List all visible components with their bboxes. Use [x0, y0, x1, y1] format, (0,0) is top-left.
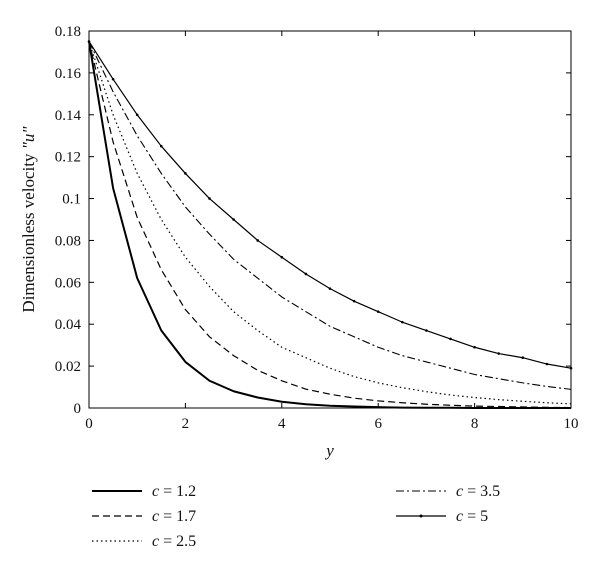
legend-label: c = 3.5: [456, 483, 500, 500]
y-axis-title-variable: "u": [19, 126, 38, 150]
series-point: [256, 239, 260, 242]
series-point: [304, 272, 308, 276]
series-line-4: [88, 41, 572, 390]
legend-label: c = 1.7: [152, 508, 196, 525]
y-axis-title-text: Dimensionless velocity: [19, 149, 38, 312]
x-tick-label: 2: [182, 416, 190, 432]
y-tick-label: 0.04: [55, 317, 82, 333]
y-tick-label: 0.1: [62, 192, 81, 208]
x-tick-label: 8: [471, 416, 479, 432]
x-axis-title: y: [324, 441, 334, 460]
series-line-5: [88, 41, 572, 369]
x-tick-label: 0: [85, 416, 93, 432]
y-tick-label: 0.06: [55, 275, 82, 291]
legend-label: c = 1.2: [152, 483, 196, 500]
series-line-1: [88, 41, 571, 409]
y-tick-label: 0.18: [55, 24, 81, 40]
legend-marker: [419, 514, 423, 518]
series-point: [545, 362, 549, 366]
series-point: [208, 197, 211, 200]
legend: c = 1.2 c = 1.7 c = 2.5 c = 3.5 c = 5: [92, 483, 500, 550]
y-axis-title: Dimensionless velocity "u": [19, 126, 38, 313]
legend-label: c = 2.5: [152, 533, 196, 550]
x-tick-label: 4: [278, 416, 286, 432]
series-point: [473, 345, 476, 349]
series-point: [111, 77, 115, 81]
series-layer: [87, 40, 573, 409]
series-line-2: [88, 41, 572, 409]
series-point: [352, 299, 356, 303]
series-point: [280, 255, 284, 259]
legend-label: c = 5: [456, 508, 488, 525]
series-point: [184, 172, 187, 175]
series-point: [569, 366, 573, 370]
x-tick-label: 10: [564, 416, 579, 432]
series-point: [497, 352, 501, 355]
tick-layer: 0 2 4 6 8 10 0 0.02 0.04 0.06 0.08 0.1 0.12 0.14 0.16 0…: [55, 24, 579, 432]
series-line-3: [88, 41, 572, 405]
y-tick-label: 0.14: [55, 108, 82, 124]
series-point: [328, 287, 332, 290]
y-tick-label: 0.12: [55, 150, 81, 166]
plot-area: 0 2 4 6 8 10 0 0.02 0.04 0.06 0.08 0.1 0.12 0.14 0.16 0…: [55, 24, 579, 432]
series-point: [449, 337, 452, 341]
series-point: [521, 356, 525, 360]
y-tick-label: 0: [74, 401, 82, 417]
series-point: [425, 329, 428, 332]
series-point: [232, 218, 235, 221]
series-point: [87, 40, 91, 43]
series-point: [135, 113, 139, 117]
x-tick-label: 6: [374, 416, 382, 432]
series-point: [401, 320, 404, 324]
plot-frame: [88, 30, 572, 409]
y-tick-label: 0.02: [55, 359, 81, 375]
y-tick-label: 0.16: [55, 66, 82, 82]
series-point: [376, 310, 380, 313]
series-point: [160, 144, 163, 148]
y-tick-label: 0.08: [55, 233, 81, 249]
